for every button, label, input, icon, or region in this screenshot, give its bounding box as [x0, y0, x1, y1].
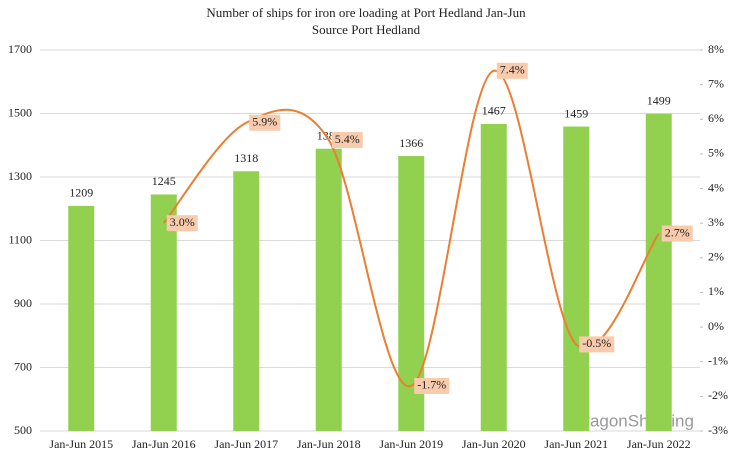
bar-label: 1318 — [234, 151, 258, 165]
y2-tick-label: 0% — [708, 319, 724, 333]
bar — [150, 194, 177, 431]
label-box — [414, 377, 450, 394]
y2-tick-label: 7% — [708, 76, 724, 90]
y2-tick-label: -3% — [708, 423, 728, 437]
bar — [480, 123, 507, 431]
y-tick-label: 1300 — [8, 169, 32, 183]
y-tick-label: 500 — [14, 423, 32, 437]
line-label: 5.4% — [335, 132, 360, 146]
y-tick-label: 1700 — [8, 42, 32, 56]
bar — [315, 148, 342, 431]
x-tick-label: Jan-Jun 2020 — [462, 437, 526, 451]
label-box — [579, 336, 615, 353]
x-tick-label: Jan-Jun 2022 — [627, 437, 691, 451]
bar — [68, 205, 95, 431]
y2-tick-label: 5% — [708, 146, 724, 160]
x-tick-label: Jan-Jun 2016 — [132, 437, 196, 451]
y2-tick-label: -1% — [708, 353, 728, 367]
label-box — [496, 62, 528, 79]
x-tick-label: Jan-Jun 2017 — [214, 437, 278, 451]
line — [162, 69, 660, 388]
label-box — [331, 132, 363, 149]
y2-tick-label: 8% — [708, 42, 724, 56]
y2-tick-label: 4% — [708, 180, 724, 194]
x-tick-label: Jan-Jun 2021 — [544, 437, 608, 451]
label-box — [249, 114, 281, 131]
y2-tick-label: 2% — [708, 250, 724, 264]
bar — [563, 126, 590, 431]
bar-label: 1467 — [482, 104, 506, 118]
x-tick-label: Jan-Jun 2019 — [379, 437, 443, 451]
label-box — [661, 225, 693, 242]
bar-label: 1499 — [647, 94, 671, 108]
bar-label: 1366 — [399, 136, 423, 150]
chart-title: Number of ships for iron ore loading at … — [206, 5, 526, 20]
y-tick-label: 900 — [14, 296, 32, 310]
y2-tick-label: 6% — [708, 111, 724, 125]
line-label: 2.7% — [665, 225, 690, 239]
line-label: -1.7% — [417, 378, 446, 392]
bar — [233, 171, 260, 431]
x-tick-label: Jan-Jun 2018 — [297, 437, 361, 451]
x-tick-label: Jan-Jun 2015 — [49, 437, 113, 451]
bar-label: 1209 — [69, 186, 93, 200]
bar-label: 1245 — [152, 174, 176, 188]
bar-label: 1459 — [564, 106, 588, 120]
y-tick-label: 1500 — [8, 105, 32, 119]
y2-tick-label: 3% — [708, 215, 724, 229]
line-label: 3.0% — [170, 215, 195, 229]
y-tick-label: 700 — [14, 359, 32, 373]
bar — [645, 113, 672, 431]
watermark: DragonShipping — [572, 411, 694, 430]
line-label: 5.9% — [252, 114, 277, 128]
label-box — [166, 215, 198, 232]
line-label: -0.5% — [582, 336, 611, 350]
line-label: 7.4% — [500, 63, 525, 77]
y2-tick-label: -2% — [708, 388, 728, 402]
chart-subtitle: Source Port Hedland — [312, 22, 421, 37]
y-tick-label: 1100 — [8, 232, 32, 246]
y2-tick-label: 1% — [708, 284, 724, 298]
